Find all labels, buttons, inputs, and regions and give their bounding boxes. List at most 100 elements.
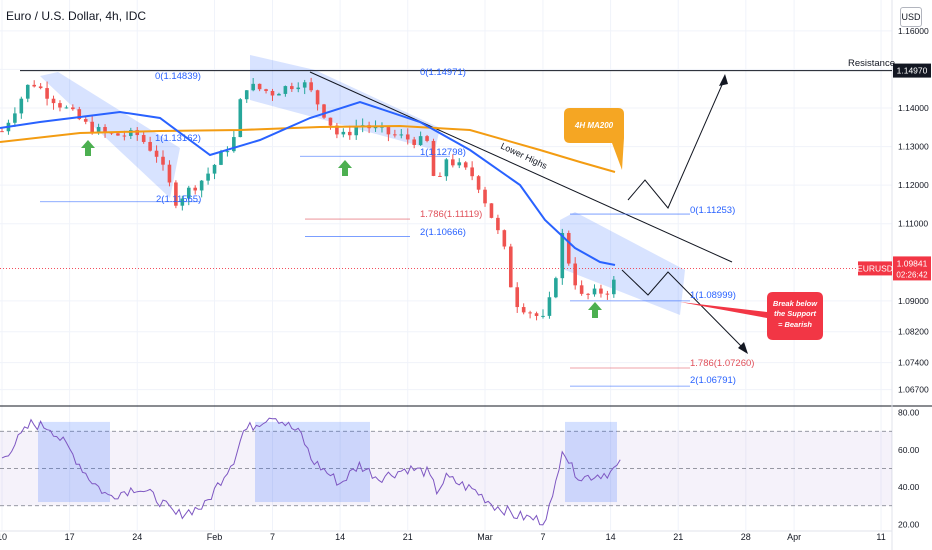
- rsi-highlight-box: [565, 421, 617, 503]
- time-tick-label: 14: [606, 532, 616, 542]
- candle-body: [296, 87, 301, 90]
- channel-box: [560, 212, 685, 315]
- time-tick-label: 7: [540, 532, 545, 542]
- candle-body: [508, 246, 513, 288]
- candle-body: [341, 131, 346, 135]
- resistance-label: Resistance: [848, 58, 895, 69]
- countdown-label: 02:26:42: [896, 270, 928, 279]
- arrowhead-up: [719, 74, 728, 86]
- candle-body: [83, 119, 88, 122]
- candle-body: [244, 90, 249, 100]
- resistance-price-label: 1.14970: [897, 66, 928, 76]
- fib-label: 0(1.11253): [690, 205, 735, 216]
- time-tick-label: 14: [335, 532, 345, 542]
- candle-body: [412, 139, 416, 145]
- fib-label: 0(1.14971): [420, 67, 466, 78]
- rsi-highlight-box: [38, 421, 110, 503]
- candle-body: [141, 135, 146, 142]
- candle-body: [393, 134, 397, 136]
- bullish-projection-arrow: [627, 77, 726, 209]
- candle-body: [212, 164, 217, 174]
- candle-body: [592, 288, 597, 295]
- price-tick-label: 1.16000: [898, 26, 929, 36]
- candle-body: [463, 162, 468, 168]
- candle-body: [32, 84, 37, 87]
- candle-body: [515, 287, 520, 308]
- candle-body: [219, 151, 223, 165]
- price-tick-label: 1.09000: [898, 296, 929, 306]
- candle-body: [599, 288, 603, 294]
- candle-body: [186, 187, 191, 199]
- candle-body: [45, 88, 49, 99]
- candle-body: [199, 180, 204, 191]
- price-tick-label: 1.07400: [898, 358, 929, 368]
- candle-body: [58, 103, 62, 108]
- rsi-tick-label: 80.00: [898, 408, 920, 418]
- price-tick-label: 1.13000: [898, 142, 929, 152]
- candle-body: [290, 86, 294, 90]
- candle-body: [193, 187, 198, 191]
- candle-body: [573, 263, 577, 286]
- labels: 0(1.14839) 0(1.14971) 1(1.13162) 2(1.11565)…: [155, 58, 895, 386]
- candle-body: [476, 176, 481, 190]
- candle-body: [251, 83, 255, 91]
- candle-body: [302, 82, 307, 88]
- candle-body: [547, 297, 552, 316]
- bearish-callout-label: Break below: [773, 299, 818, 308]
- candle-body: [96, 126, 101, 134]
- candle-body: [315, 90, 320, 105]
- candle-body: [431, 140, 436, 176]
- last-price-tag: [893, 256, 931, 281]
- candle-body: [154, 150, 159, 157]
- candle-body: [161, 156, 165, 165]
- candle-body: [444, 159, 449, 177]
- candle-body: [605, 293, 610, 295]
- time-tick-label: 11: [876, 532, 885, 542]
- rsi-tick-label: 40.00: [898, 482, 920, 492]
- candle-body: [347, 131, 352, 136]
- support-arrow-icon: [81, 140, 95, 156]
- candles: [0, 77, 616, 321]
- axes: 1.160001.150001.140001.130001.120001.110…: [0, 26, 931, 542]
- chart-title: Euro / U.S. Dollar, 4h, IDC: [6, 9, 147, 23]
- time-tick-label: 24: [132, 532, 142, 542]
- candle-body: [25, 84, 30, 99]
- bearish-callout-label: the Support: [774, 309, 817, 318]
- ma200-callout: [564, 108, 624, 170]
- candle-body: [264, 89, 268, 91]
- candle-body: [167, 164, 172, 183]
- candle-body: [180, 198, 185, 206]
- rsi-panel: [0, 417, 892, 526]
- bearish-callout: [680, 292, 823, 340]
- candle-body: [309, 82, 313, 91]
- candle-body: [77, 109, 82, 120]
- candle-body: [206, 173, 210, 181]
- price-tick-label: 1.11000: [898, 219, 928, 229]
- candle-body: [257, 83, 262, 90]
- candle-body: [225, 151, 230, 153]
- candle-body: [90, 121, 94, 134]
- rsi-tick-label: 60.00: [898, 445, 920, 455]
- candle-body: [19, 98, 24, 114]
- candle-body: [502, 230, 507, 247]
- support-arrow-icon: [338, 160, 352, 176]
- candle-body: [335, 125, 339, 135]
- candle-body: [71, 107, 75, 110]
- currency-button[interactable]: USD: [900, 7, 922, 27]
- fib-label: 1(1.08999): [690, 290, 736, 301]
- candle-body: [457, 162, 462, 166]
- candle-body: [174, 182, 178, 206]
- candle-body: [354, 125, 359, 136]
- candle-body: [148, 141, 152, 151]
- candle-body: [399, 134, 404, 136]
- candle-body: [0, 131, 4, 133]
- candle-body: [560, 232, 565, 279]
- candle-body: [103, 126, 107, 133]
- candle-body: [451, 159, 455, 166]
- candle-body: [238, 99, 243, 138]
- arrows: [81, 74, 748, 354]
- price-tick-label: 1.12000: [898, 180, 929, 190]
- time-tick-label: Mar: [477, 532, 493, 542]
- candle-body: [38, 86, 43, 89]
